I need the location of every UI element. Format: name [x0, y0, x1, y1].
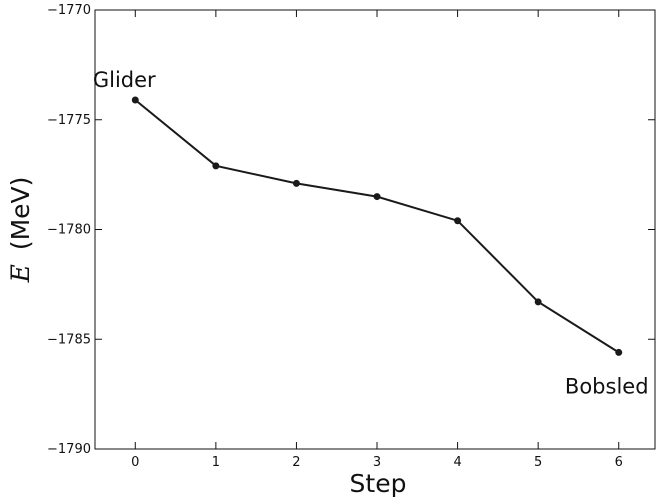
y-tick-label: −1785: [47, 332, 91, 347]
x-tick-label: 1: [212, 455, 220, 470]
x-tick-label: 4: [453, 455, 461, 470]
data-point: [212, 162, 220, 170]
data-point: [292, 179, 300, 187]
y-tick-label: −1790: [47, 442, 91, 457]
annotations: Glider Bobsled: [93, 68, 649, 398]
x-tick-label: 3: [373, 455, 381, 470]
x-axis: 0 1 2 3 4 5 6: [131, 10, 623, 470]
data-point: [131, 96, 139, 104]
y-tick-label: −1775: [47, 113, 91, 128]
x-tick-label: 6: [615, 455, 623, 470]
data-points: [131, 96, 623, 356]
y-tick-label: −1780: [47, 223, 91, 238]
data-point: [534, 298, 542, 306]
annotation-label: Bobsled: [565, 374, 649, 398]
y-axis: −1770 −1775 −1780 −1785 −1790: [47, 3, 655, 457]
y-tick-label: −1770: [47, 3, 91, 18]
y-axis-variable: E: [6, 264, 35, 283]
data-point: [615, 348, 623, 356]
series-line: [134, 99, 620, 354]
y-axis-title: E (MeV): [6, 177, 35, 284]
x-axis-title: Step: [350, 469, 407, 498]
y-axis-unit: (MeV): [6, 177, 35, 251]
data-point: [454, 217, 462, 225]
x-tick-label: 5: [534, 455, 542, 470]
data-point: [373, 193, 381, 201]
x-tick-label: 2: [292, 455, 300, 470]
annotation-label: Glider: [93, 68, 156, 92]
x-tick-label: 0: [131, 455, 139, 470]
